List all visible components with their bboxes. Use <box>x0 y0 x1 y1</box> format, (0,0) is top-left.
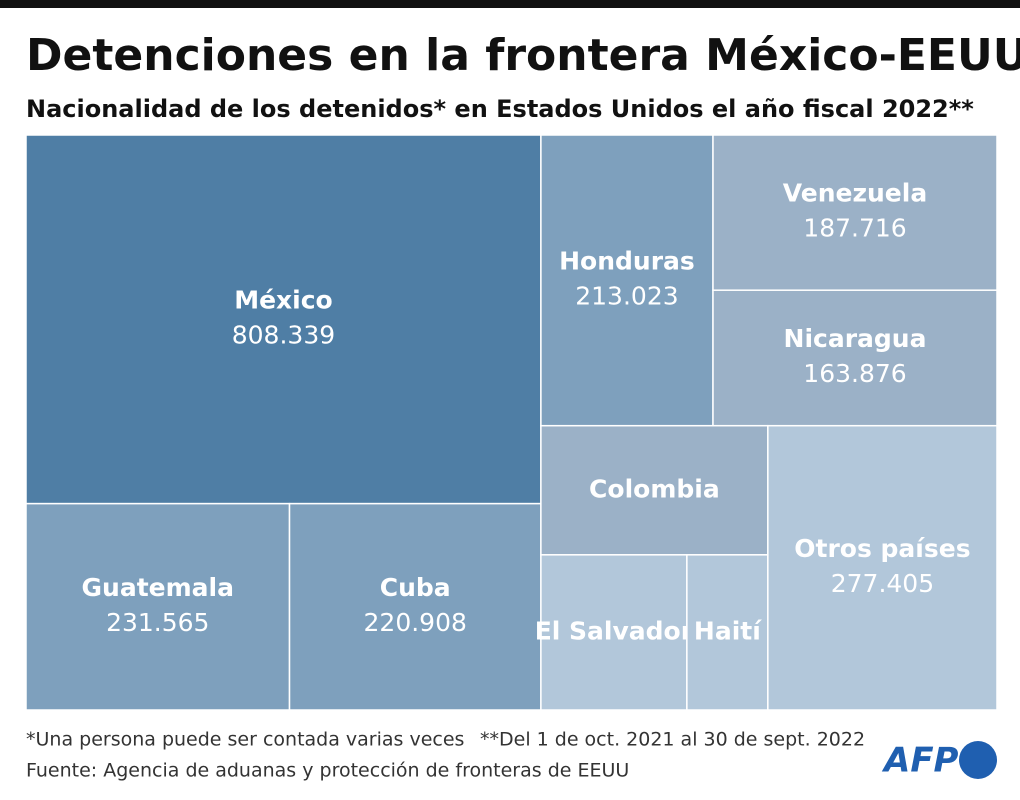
tile-label: Otros países <box>794 534 970 563</box>
chart-title: Detenciones en la frontera México-EEUU <box>26 30 1020 81</box>
tile-label: Honduras <box>559 246 695 275</box>
footnote: *Una persona puede ser contada varias ve… <box>26 729 464 751</box>
chart-subtitle: Nacionalidad de los detenidos* en Estado… <box>26 95 974 123</box>
tile-value: 220.908 <box>364 608 467 637</box>
tile-label: Colombia <box>589 474 720 503</box>
tile-label: Nicaragua <box>784 324 927 353</box>
tile-label: México <box>234 285 333 314</box>
tile-label: Cuba <box>380 573 451 602</box>
tile <box>712 289 998 427</box>
tile-label: El Salvador <box>535 616 694 645</box>
logo-circle <box>959 741 997 779</box>
tile-value: 277.405 <box>831 569 934 598</box>
top-bar <box>0 0 1020 8</box>
tile <box>540 134 714 427</box>
tile-value: 187.716 <box>803 214 906 243</box>
logo: AFP <box>881 741 959 781</box>
tile <box>686 554 769 711</box>
tile-value: 808.339 <box>232 320 335 349</box>
tile <box>540 424 769 556</box>
tile <box>25 134 542 505</box>
tile <box>25 502 291 711</box>
treemap: México 808.339 Guatemala 231.565 Cuba 220.908… <box>25 134 998 711</box>
tile-value: 231.565 <box>106 608 209 637</box>
tile-label: Venezuela <box>783 179 927 208</box>
tile-value: 213.023 <box>575 281 678 310</box>
tile-value: 163.876 <box>803 359 906 388</box>
tile-label: Guatemala <box>82 573 234 602</box>
footnote: **Del 1 de oct. 2021 al 30 de sept. 2022 <box>480 729 865 751</box>
tile <box>767 424 998 711</box>
source: Fuente: Agencia de aduanas y protección … <box>26 760 629 782</box>
tile <box>540 554 688 711</box>
tile <box>712 134 998 291</box>
tile-label: Haití <box>694 616 762 645</box>
tile <box>288 502 542 711</box>
